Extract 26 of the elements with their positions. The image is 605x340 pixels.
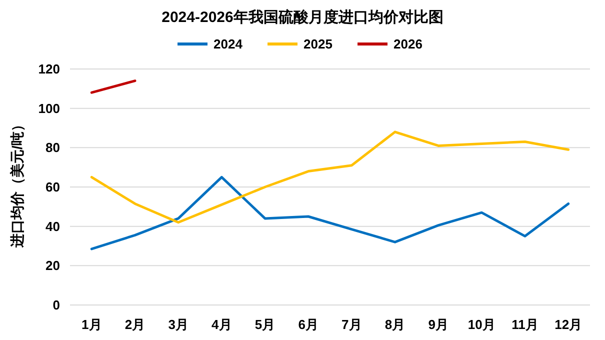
line-series (90, 176, 570, 250)
x-tick-label: 8月 (384, 317, 406, 332)
y-axis-title: 进口均价（美元/吨） (9, 118, 25, 248)
legend-label: 2024 (214, 36, 244, 52)
x-tick-label: 9月 (428, 317, 448, 332)
chart-title: 2024-2026年我国硫酸月度进口均价对比图 (162, 8, 444, 26)
y-tick-label: 120 (38, 62, 60, 77)
y-tick-label: 40 (46, 218, 60, 234)
x-tick-label: 1月 (82, 317, 102, 332)
y-tick-label: 80 (46, 140, 60, 156)
y-tick-label: 100 (38, 100, 60, 116)
x-tick-label: 11月 (512, 317, 538, 332)
x-tick-label: 12月 (554, 317, 582, 332)
x-tick-label: 7月 (342, 317, 362, 332)
x-tick-label: 6月 (298, 317, 318, 332)
y-tick-label: 60 (46, 180, 60, 195)
line-series (90, 130, 570, 224)
y-tick-label: 20 (46, 258, 60, 274)
y-tick-label: 0 (52, 298, 60, 313)
x-tick-label: 10月 (468, 317, 496, 332)
x-tick-label: 5月 (254, 317, 276, 332)
legend-label: 2025 (304, 36, 332, 52)
x-tick-label: 2月 (124, 317, 146, 332)
legend-label: 2026 (394, 36, 422, 52)
x-tick-label: 4月 (212, 317, 232, 332)
x-tick-label: 3月 (168, 317, 188, 332)
